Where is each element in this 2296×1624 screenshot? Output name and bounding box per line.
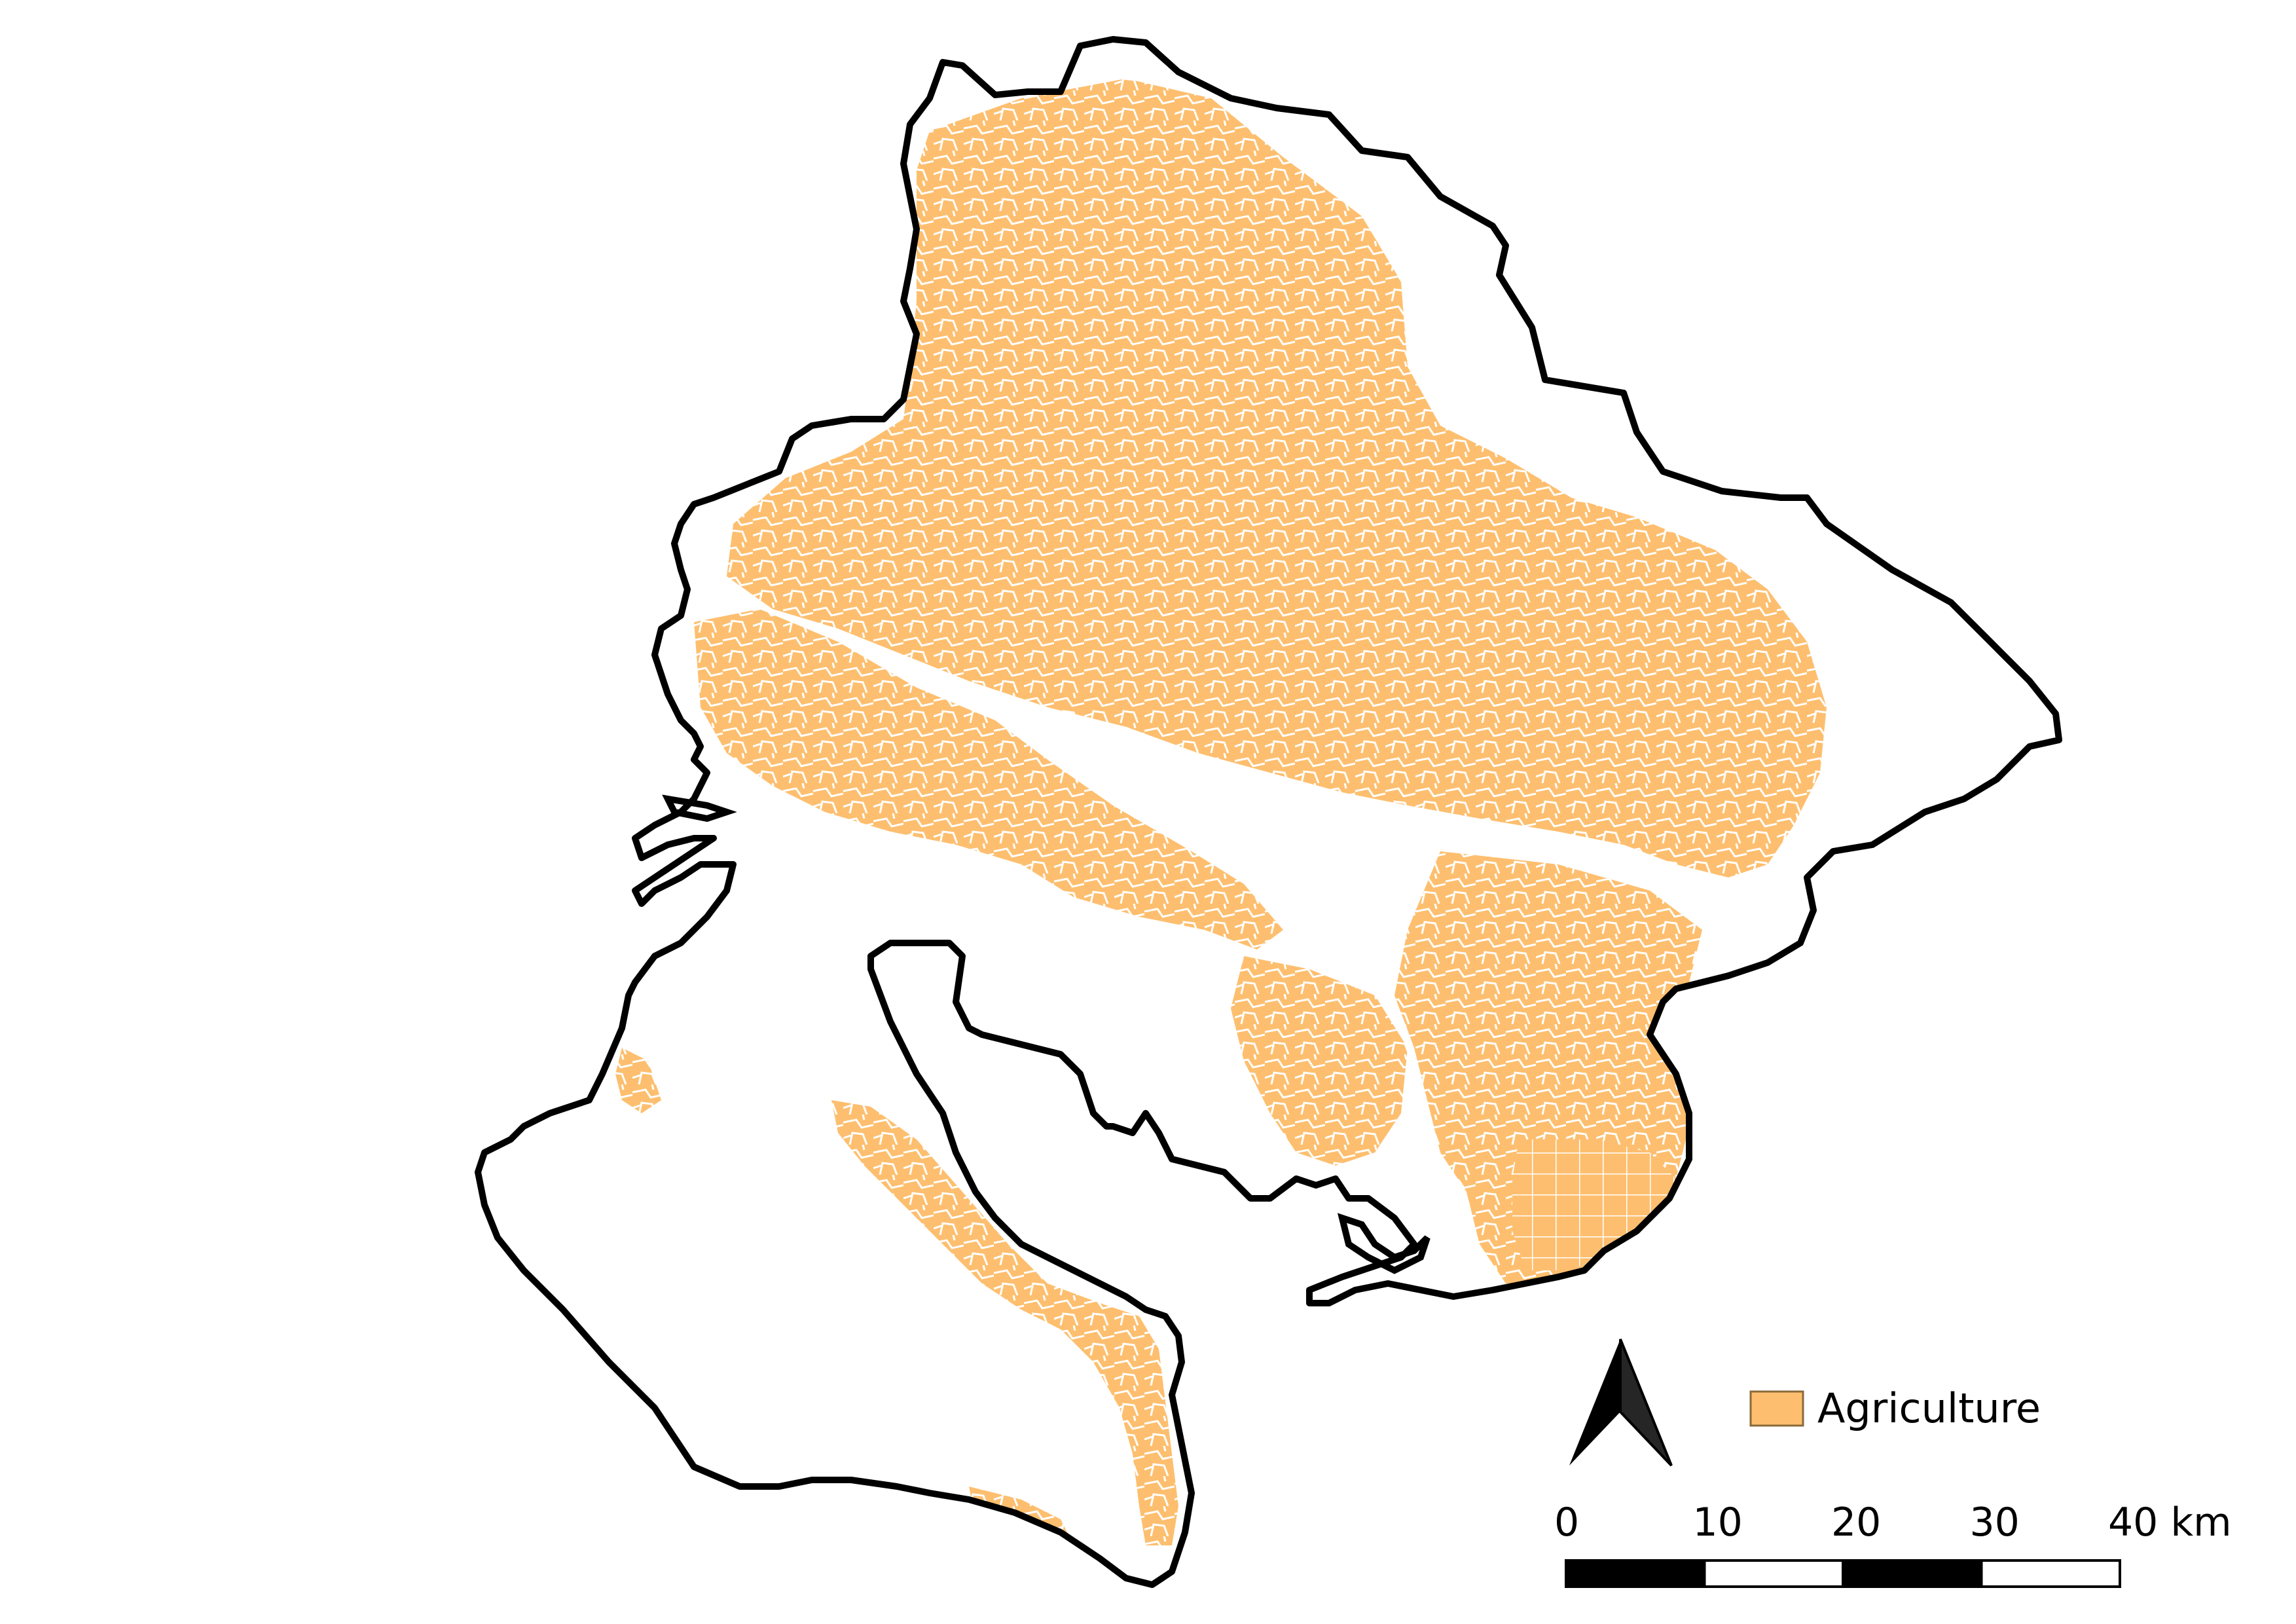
- agriculture-area-west: [694, 609, 1283, 950]
- scale-bar-tick-label: 30: [1970, 1500, 2020, 1545]
- scale-bar-tick-label: 0: [1554, 1500, 1579, 1545]
- region-boundary: [475, 36, 2062, 1588]
- legend-swatch-agriculture: [1749, 1390, 1804, 1427]
- scale-bar-segment: [1703, 1559, 1844, 1588]
- agriculture-area-central-south: [1231, 956, 1408, 1166]
- agriculture-area-southwest: [615, 1048, 661, 1113]
- coastal-inlet-bay: [1337, 1213, 1430, 1274]
- scale-bar-tick-label: 20: [1831, 1500, 1881, 1545]
- scale-bar-tick-label: 40 km: [2108, 1500, 2232, 1545]
- scale-bar-segment: [1842, 1559, 1983, 1588]
- agriculture-layer: [615, 79, 1827, 1552]
- legend: Agriculture: [1749, 1384, 2041, 1432]
- scale-bar-segment: [1565, 1559, 1706, 1588]
- north-arrow-icon: [1569, 1338, 1673, 1467]
- agriculture-area-urban-grid: [1512, 1139, 1676, 1270]
- scale-bar: 0 10 20 30 40 km: [1554, 1500, 2232, 1588]
- coastal-spit: [662, 794, 737, 822]
- scale-bar-tick-label: 10: [1693, 1500, 1743, 1545]
- scale-bar-segment: [1980, 1559, 2121, 1588]
- agriculture-area-peninsula: [831, 1100, 1178, 1545]
- agriculture-area-north: [727, 79, 1827, 877]
- legend-label-agriculture: Agriculture: [1817, 1384, 2041, 1432]
